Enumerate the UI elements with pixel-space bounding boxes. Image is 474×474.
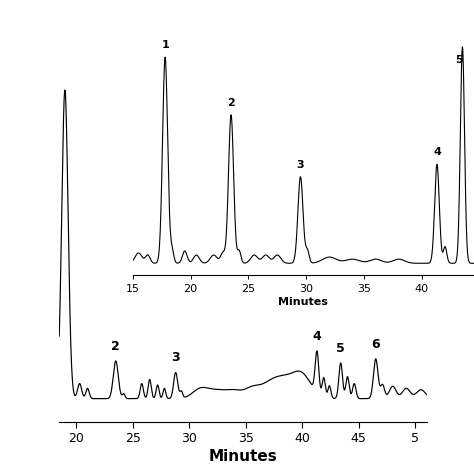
Text: 2: 2	[111, 340, 120, 353]
Text: 3: 3	[297, 160, 304, 170]
Text: 4: 4	[312, 329, 321, 343]
Text: 6: 6	[372, 337, 380, 350]
Text: 1: 1	[161, 40, 169, 50]
X-axis label: Minutes: Minutes	[278, 297, 328, 307]
Text: 5: 5	[455, 55, 463, 65]
Text: 5: 5	[337, 342, 345, 355]
Text: 3: 3	[172, 351, 180, 364]
X-axis label: Minutes: Minutes	[209, 449, 277, 465]
Text: 2: 2	[227, 98, 235, 108]
Text: 4: 4	[433, 147, 441, 157]
